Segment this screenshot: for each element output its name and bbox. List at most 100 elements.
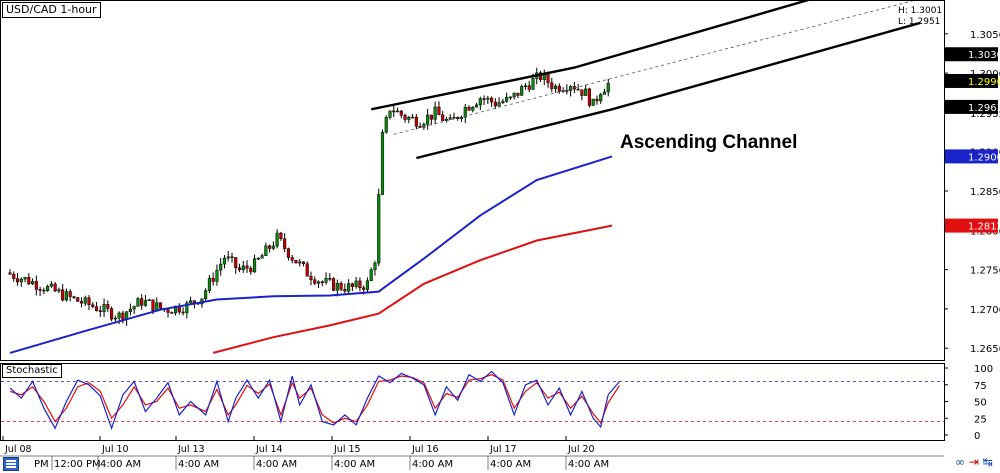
candle-body (249, 268, 253, 273)
candle-body (271, 245, 275, 249)
candle-body (531, 78, 535, 90)
moving-average-fast (9, 155, 613, 354)
candle-body (309, 275, 313, 281)
candle-body (286, 248, 290, 258)
candle-body (158, 302, 163, 309)
candle-body (482, 98, 486, 100)
date-label: Jul 13 (177, 444, 205, 455)
candle-body (298, 261, 302, 264)
candle-body (185, 302, 189, 313)
candle-body (256, 257, 260, 260)
candle-body (27, 277, 31, 285)
candle-body (377, 194, 381, 264)
candle-body (46, 286, 50, 292)
candle-body (599, 94, 603, 102)
candle-body (407, 116, 411, 120)
stoch-y-tick-label: 0 (974, 431, 980, 442)
high-low-readout: H: 1.3001 L: 1.2951 (898, 6, 942, 28)
time-label: 12:00 PM (54, 459, 101, 470)
candle-body (606, 83, 610, 93)
candle-body (76, 297, 80, 302)
y-tick-label: 1.2955 (970, 109, 1000, 120)
main-panel (8, 0, 921, 354)
price-label-box (945, 47, 998, 62)
candle-body (335, 283, 339, 291)
candle-body (332, 278, 336, 291)
price-label-box (945, 218, 998, 233)
link-icon[interactable]: ∞ (955, 455, 965, 469)
candle-body (520, 86, 524, 96)
candle-body (61, 289, 65, 301)
chart-title: USD/CAD 1-hour (2, 2, 101, 18)
candle-body (113, 317, 117, 320)
candle-body (313, 279, 317, 284)
candle-body (147, 299, 151, 302)
price-label: 1.2812 (968, 222, 1000, 233)
candle-body (467, 107, 471, 111)
moving-average-slow (212, 224, 613, 354)
date-label: Jul 17 (489, 444, 517, 455)
channel-annotation: Ascending Channel (620, 132, 798, 153)
price-label: 1.2996 (968, 77, 1000, 88)
candle-body (230, 256, 234, 259)
candle-body (565, 90, 569, 92)
shift-icon[interactable]: ↹ (982, 455, 993, 469)
menu-icon[interactable] (3, 457, 19, 471)
candle-body (490, 97, 494, 103)
time-label: 4:00 AM (100, 459, 141, 470)
stoch-k-line (9, 370, 620, 431)
candle-body (245, 265, 249, 269)
candle-body (53, 283, 57, 292)
candle-body (576, 88, 580, 91)
candle-body (49, 283, 53, 287)
candle-body (91, 304, 95, 307)
candle-body (538, 72, 543, 80)
low-value: L: 1.2951 (898, 17, 941, 27)
candle-body (448, 117, 452, 120)
candle-body (151, 299, 155, 311)
stoch-y-tick-label: 100 (974, 364, 993, 375)
candle-body (87, 297, 91, 306)
candle-body (422, 124, 426, 128)
candle-body (362, 287, 366, 290)
price-label: 1.3030 (968, 50, 1000, 61)
stoch-y-tick-label: 50 (974, 398, 987, 409)
candle-body (501, 101, 505, 103)
candle-body (505, 96, 509, 102)
candle-body (373, 262, 377, 271)
candle-body (128, 308, 132, 312)
candle-body (268, 245, 272, 249)
candle-body (459, 116, 464, 119)
gap-cover (0, 361, 945, 363)
candle-body (121, 312, 125, 320)
candle-body (155, 302, 159, 311)
candle-body (305, 263, 309, 277)
candle-body (83, 297, 87, 304)
candle-body (508, 96, 512, 99)
candle-body (260, 255, 264, 259)
scroll-icons[interactable]: ∞ ⇥ ↹ (955, 455, 993, 469)
candle-body (136, 298, 140, 307)
time-label: PM (34, 459, 49, 470)
candle-body (595, 98, 599, 102)
high-value: H: 1.3001 (898, 6, 943, 16)
stochastic-panel (1, 370, 944, 431)
price-label: 1.2900 (968, 152, 1000, 163)
candle-body (94, 306, 99, 311)
candle-body (523, 85, 528, 87)
candle-body (452, 116, 456, 119)
candle-body (437, 106, 441, 116)
candle-body (234, 257, 238, 269)
candle-body (463, 107, 467, 118)
end-icon[interactable]: ⇥ (968, 455, 979, 469)
candle-body (166, 309, 170, 313)
candle-body (354, 280, 358, 287)
time-label: 4:00 AM (568, 459, 609, 470)
candle-body (429, 114, 433, 120)
candle-body (34, 281, 38, 290)
date-label: Jul 08 (4, 444, 32, 455)
candle-body (474, 104, 479, 108)
candle-body (395, 110, 400, 113)
